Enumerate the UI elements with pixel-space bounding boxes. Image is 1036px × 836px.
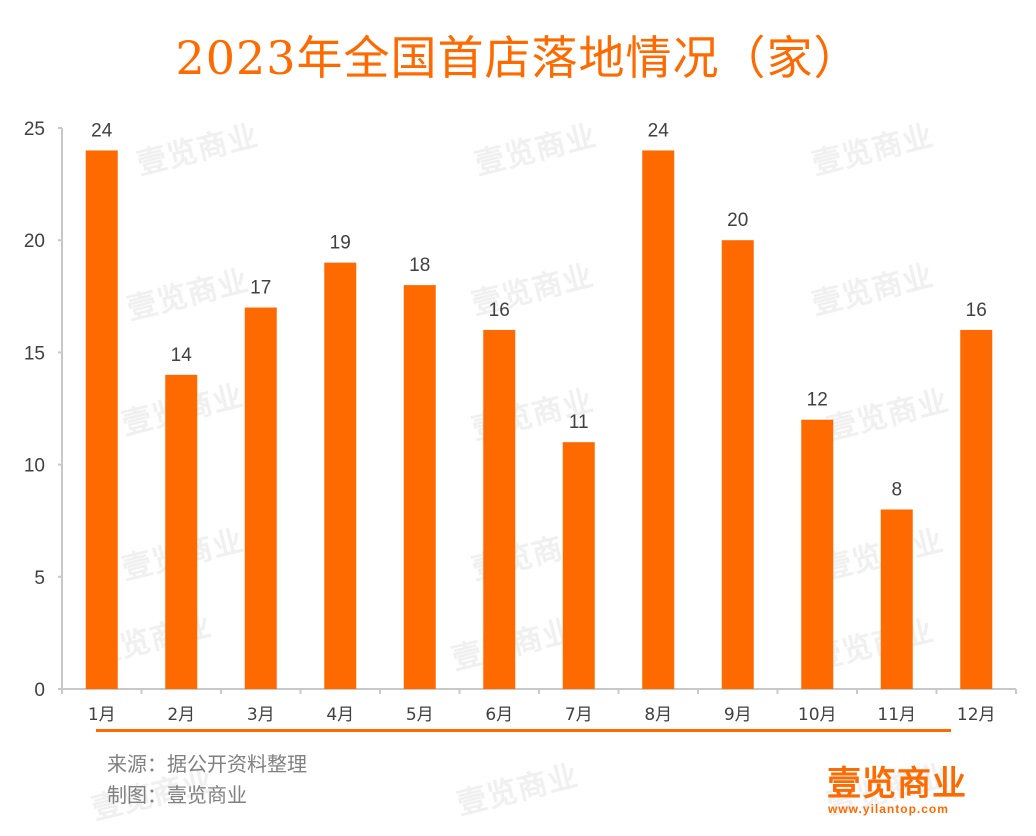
y-tick-label: 10 bbox=[24, 456, 45, 477]
data-label: 8 bbox=[891, 479, 902, 500]
bar bbox=[85, 150, 118, 689]
data-label: 11 bbox=[569, 412, 589, 433]
x-tick-label: 5月 bbox=[406, 705, 434, 725]
x-tick-label: 7月 bbox=[565, 705, 593, 725]
data-label: 18 bbox=[409, 255, 430, 276]
data-label: 19 bbox=[330, 233, 351, 254]
bar bbox=[165, 374, 198, 689]
bars bbox=[85, 150, 993, 689]
x-tick-label: 3月 bbox=[247, 705, 275, 725]
y-tick-label: 0 bbox=[34, 680, 45, 701]
y-axis: 0 5 10 15 20 25 bbox=[24, 119, 63, 701]
bar bbox=[483, 329, 516, 689]
bar bbox=[880, 509, 913, 689]
x-tick-label: 6月 bbox=[485, 705, 513, 725]
source-note: 来源：据公开资料整理 bbox=[107, 754, 307, 776]
x-tick-label: 1月 bbox=[88, 705, 116, 725]
y-tick-label: 25 bbox=[24, 119, 45, 140]
y-tick-label: 5 bbox=[34, 568, 45, 589]
brand-url: www.yilantop.com bbox=[828, 802, 949, 816]
x-tick-label: 12月 bbox=[957, 705, 996, 725]
x-tick-label: 4月 bbox=[326, 705, 354, 725]
maker-note: 制图：壹览商业 bbox=[107, 785, 247, 807]
x-tick-label: 9月 bbox=[724, 705, 752, 725]
bar bbox=[244, 307, 277, 689]
data-label: 24 bbox=[648, 120, 670, 141]
bar bbox=[801, 419, 834, 689]
footer-divider bbox=[96, 729, 951, 732]
x-tick-label: 10月 bbox=[798, 705, 837, 725]
data-label: 24 bbox=[91, 120, 113, 141]
chart-title: 2023年全国首店落地情况（家） bbox=[175, 31, 861, 85]
bar bbox=[562, 442, 595, 689]
data-labels: 24 14 17 19 18 16 11 24 20 12 8 16 bbox=[91, 120, 987, 500]
data-label: 16 bbox=[489, 300, 510, 321]
x-axis: 1月 2月 3月 4月 5月 6月 7月 8月 9月 10月 11月 12月 bbox=[61, 688, 1017, 725]
x-tick-label: 2月 bbox=[167, 705, 195, 725]
bar bbox=[960, 329, 993, 689]
bar bbox=[324, 262, 357, 689]
y-tick-label: 20 bbox=[24, 231, 45, 252]
bar bbox=[642, 150, 675, 689]
data-label: 14 bbox=[171, 345, 193, 366]
y-tick-label: 15 bbox=[24, 343, 45, 364]
data-label: 20 bbox=[727, 210, 748, 231]
brand-logo: 壹览商业 bbox=[827, 765, 967, 803]
data-label: 17 bbox=[250, 278, 271, 299]
data-label: 12 bbox=[807, 390, 828, 411]
x-tick-label: 11月 bbox=[877, 705, 916, 725]
bar bbox=[721, 240, 754, 689]
x-tick-label: 8月 bbox=[644, 705, 672, 725]
bar bbox=[403, 285, 436, 689]
data-label: 16 bbox=[966, 300, 987, 321]
